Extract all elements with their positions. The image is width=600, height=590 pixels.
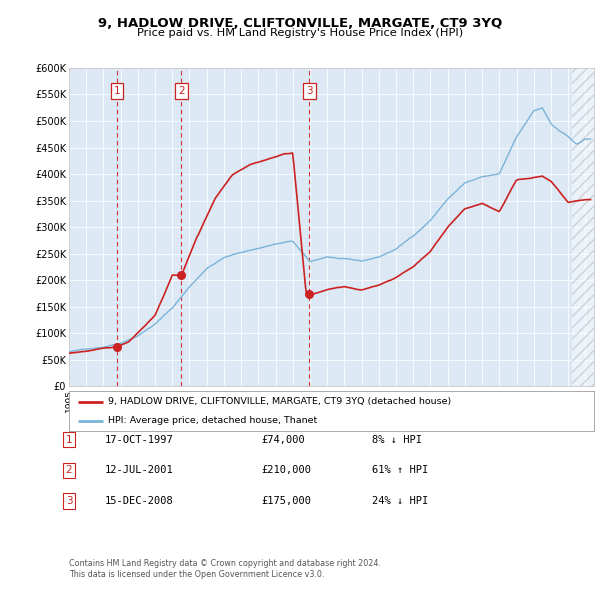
- Text: Contains HM Land Registry data © Crown copyright and database right 2024.
This d: Contains HM Land Registry data © Crown c…: [69, 559, 381, 579]
- Bar: [572, 68, 594, 386]
- Bar: [572, 68, 594, 386]
- Text: 3: 3: [65, 496, 73, 506]
- Text: 9, HADLOW DRIVE, CLIFTONVILLE, MARGATE, CT9 3YQ (detached house): 9, HADLOW DRIVE, CLIFTONVILLE, MARGATE, …: [109, 397, 452, 407]
- Text: 24% ↓ HPI: 24% ↓ HPI: [372, 496, 428, 506]
- Text: 1: 1: [114, 86, 121, 96]
- Text: £210,000: £210,000: [261, 466, 311, 475]
- Text: Price paid vs. HM Land Registry's House Price Index (HPI): Price paid vs. HM Land Registry's House …: [137, 28, 463, 38]
- Text: 17-OCT-1997: 17-OCT-1997: [105, 435, 174, 444]
- Text: 2: 2: [65, 466, 73, 475]
- Text: 8% ↓ HPI: 8% ↓ HPI: [372, 435, 422, 444]
- Text: 2: 2: [178, 86, 185, 96]
- Text: 61% ↑ HPI: 61% ↑ HPI: [372, 466, 428, 475]
- Text: HPI: Average price, detached house, Thanet: HPI: Average price, detached house, Than…: [109, 416, 317, 425]
- Text: 15-DEC-2008: 15-DEC-2008: [105, 496, 174, 506]
- Text: 3: 3: [306, 86, 313, 96]
- Text: 12-JUL-2001: 12-JUL-2001: [105, 466, 174, 475]
- Text: £74,000: £74,000: [261, 435, 305, 444]
- Text: £175,000: £175,000: [261, 496, 311, 506]
- Text: 1: 1: [65, 435, 73, 444]
- Text: 9, HADLOW DRIVE, CLIFTONVILLE, MARGATE, CT9 3YQ: 9, HADLOW DRIVE, CLIFTONVILLE, MARGATE, …: [98, 17, 502, 30]
